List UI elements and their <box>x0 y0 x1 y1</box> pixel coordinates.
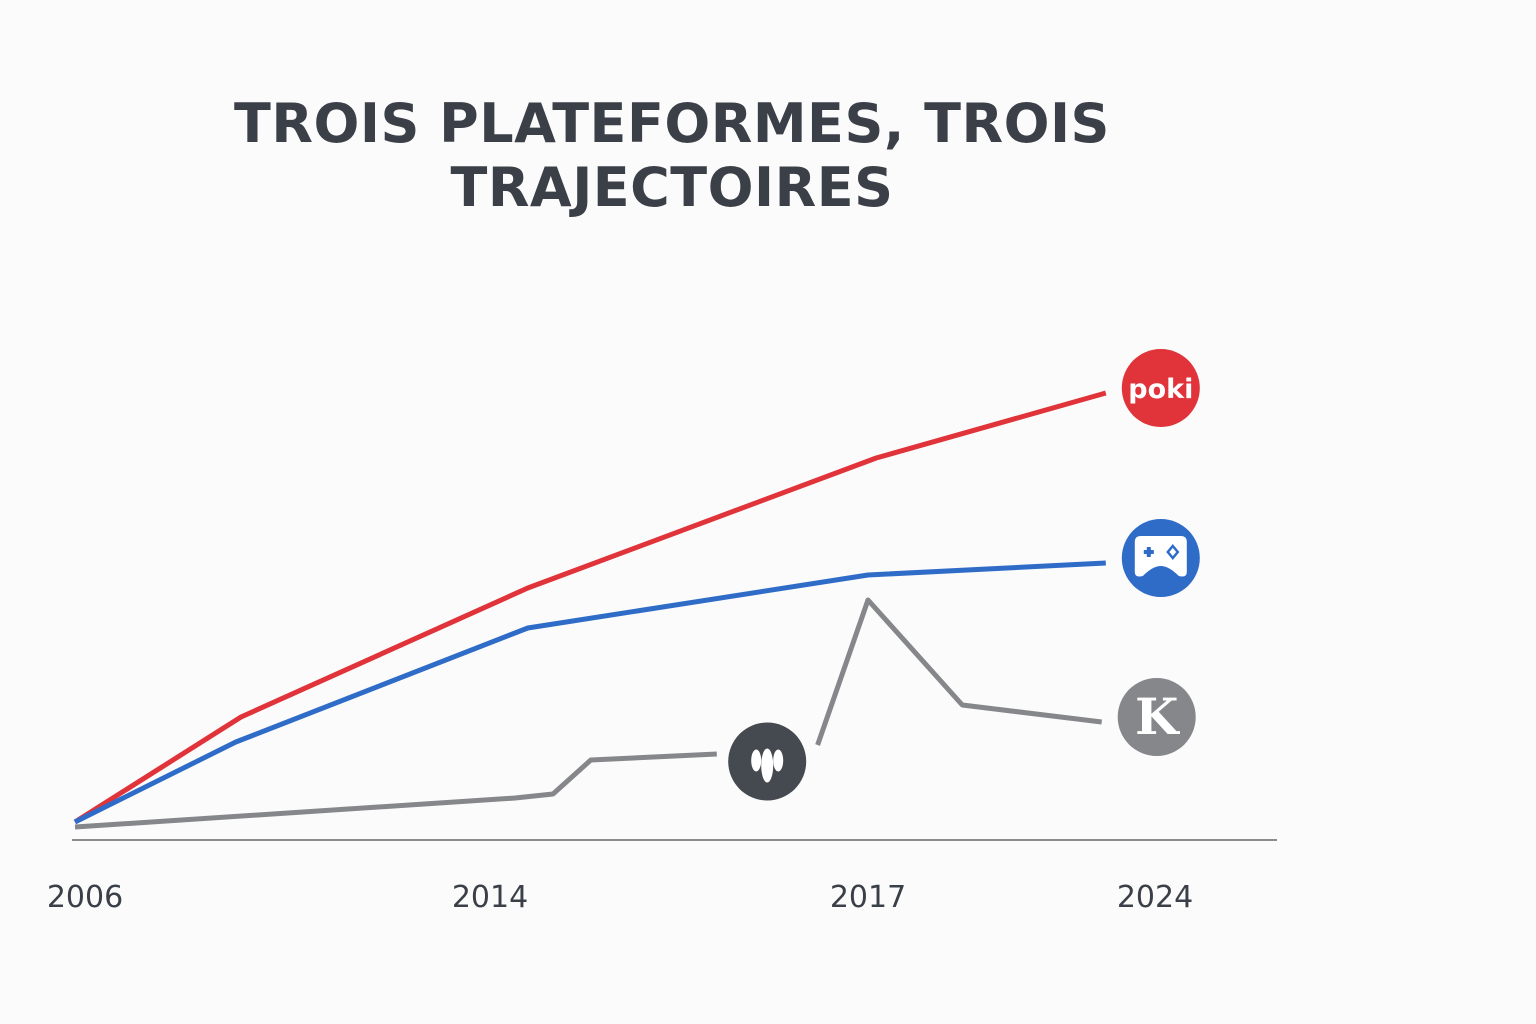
poki-logo-icon: poki <box>1121 349 1200 427</box>
x-tick-2006: 2006 <box>47 880 123 915</box>
series-line-k <box>815 597 1103 746</box>
chart-title: TROIS PLATEFORMES, TROIS TRAJECTOIRES <box>234 92 1110 219</box>
x-tick-2014: 2014 <box>452 880 528 915</box>
flame-icon <box>728 722 807 801</box>
gamepad-logo-icon <box>1121 519 1200 597</box>
x-tick-2024: 2024 <box>1117 880 1193 915</box>
series-line-k <box>74 751 717 830</box>
k-icon-text: K <box>1135 687 1180 746</box>
x-tick-2017: 2017 <box>830 880 906 915</box>
k-logo-icon: K <box>1117 678 1196 756</box>
poki-icon-text: poki <box>1128 374 1193 405</box>
